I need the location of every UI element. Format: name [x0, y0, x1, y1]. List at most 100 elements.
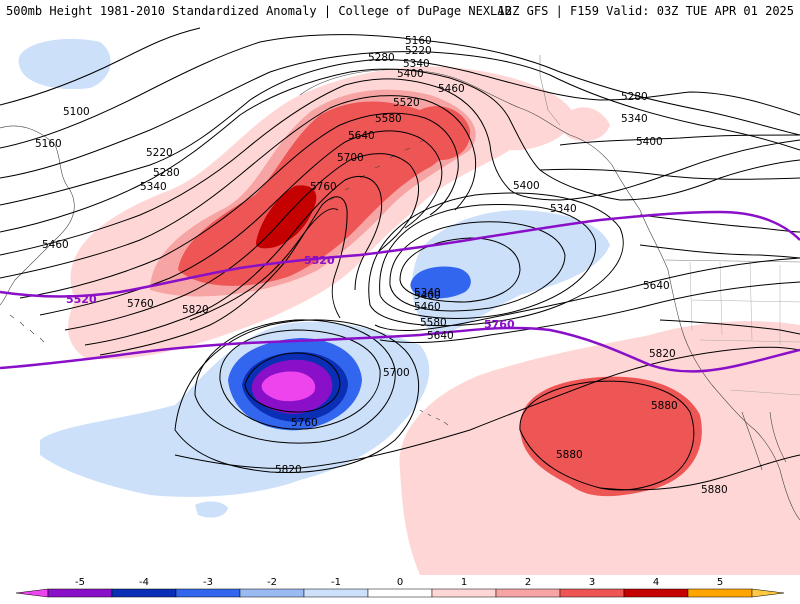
contour-label-5220-west: 5220 — [146, 147, 173, 159]
contour-label-5280-top: 5280 — [368, 52, 395, 64]
contour-label-5280-west: 5280 — [153, 167, 180, 179]
colorbar-swatch — [431, 588, 497, 598]
contour-trough-5580 — [374, 257, 800, 332]
colorbar-arrow-low — [15, 588, 49, 598]
coastline-alaska — [299, 69, 641, 211]
anomaly-colorbar: -5 -4 -3 -2 -1 0 1 2 3 4 5 — [0, 575, 800, 600]
contour-label-5640-ridge: 5640 — [348, 130, 375, 142]
contour-east-5580 — [639, 244, 800, 259]
contour-label-5160-top: 5160 — [405, 35, 432, 47]
colorbar-tick-neg5: -5 — [75, 577, 85, 588]
contour-label-5160-west: 5160 — [35, 138, 62, 150]
contour-label-5820-east: 5820 — [649, 348, 676, 360]
contour-label-5760-ridge: 5760 — [310, 181, 337, 193]
map-header: 500mb Height 1981-2010 Standardized Anom… — [0, 0, 800, 22]
contour-5580 — [39, 130, 443, 316]
coastline-mexico — [779, 469, 800, 521]
contour-label-5820-south: 5820 — [275, 464, 302, 476]
contour-label-5580-alaska: 5580 — [375, 113, 402, 125]
contour-label-5760-cutoff: 5760 — [291, 417, 318, 429]
contour-label-5640-low: 5640 — [427, 330, 454, 342]
contour-5100 — [0, 27, 201, 106]
contour-label-5280-east: 5280 — [621, 91, 648, 103]
contour-label-5340-east: 5340 — [621, 113, 648, 125]
highlight-label-5760: 5760 — [484, 318, 515, 331]
contour-east-5700 — [659, 319, 800, 335]
colorbar-tick-labels: -5 -4 -3 -2 -1 0 1 2 3 4 5 — [75, 577, 723, 588]
contour-label-5340-trough: 5340 — [550, 203, 577, 215]
coastline-kurils — [9, 314, 45, 343]
alaska-border — [539, 55, 561, 126]
weather-map: 5160 5220 5280 5340 5400 5460 5520 5580 … — [0, 22, 800, 575]
colorbar-tick-4: 4 — [653, 577, 659, 588]
highlight-label-5520-center: 5520 — [304, 254, 335, 267]
anomaly-shading — [18, 38, 800, 575]
contour-cutoff-5760 — [194, 319, 396, 444]
contour-5280 — [0, 59, 800, 206]
contour-trough-5400 — [389, 221, 566, 312]
map-title: 500mb Height 1981-2010 Standardized Anom… — [6, 4, 512, 18]
contour-cutoff-5820 — [174, 319, 419, 473]
border-us-canada — [664, 259, 800, 263]
contour-5640 — [64, 153, 419, 331]
height-contours — [0, 27, 800, 491]
colorbar-swatch — [495, 588, 561, 598]
contour-5220 — [0, 51, 800, 179]
highlight-label-5520-west: 5520 — [66, 293, 97, 306]
positive-anomaly-1sd-north-east — [559, 107, 610, 142]
contour-label-5640-east: 5640 — [643, 280, 670, 292]
contour-5520 — [19, 112, 459, 299]
contour-label-group: 5160 5220 5280 5340 5400 5460 5520 5580 … — [35, 35, 728, 496]
coastline-hawaii — [419, 409, 449, 426]
contour-5160-west — [0, 34, 800, 149]
contour-5880-east — [599, 454, 800, 491]
contour-cutoff-inner — [244, 352, 341, 413]
contour-5400 — [0, 78, 800, 256]
contour-label-5100-west: 5100 — [63, 106, 90, 118]
negative-anomaly-2sd-trough — [410, 266, 471, 299]
contour-east-5460 — [539, 168, 800, 180]
contour-trough-5640 — [379, 281, 800, 343]
model-run-info: 12Z GFS | F159 Valid: 03Z TUE APR 01 202… — [497, 4, 794, 18]
colorbar-swatch — [367, 588, 433, 598]
negative-anomaly-1sd-northwest — [18, 38, 111, 90]
colorbar-tick-neg3: -3 — [203, 577, 213, 588]
colorbar-tick-5: 5 — [717, 577, 723, 588]
colorbar-tick-neg2: -2 — [267, 577, 277, 588]
highlight-label-group: 5520 5520 5760 — [66, 254, 515, 331]
colorbar-swatch — [175, 588, 241, 598]
colorbar-arrow-high — [751, 588, 785, 598]
contour-5760-west — [99, 196, 348, 356]
colorbar-swatch — [239, 588, 305, 598]
contour-label-5820-west: 5820 — [182, 304, 209, 316]
highlight-contour-5760 — [0, 326, 800, 373]
colorbar-tick-2: 2 — [525, 577, 531, 588]
contour-5700 — [84, 176, 383, 346]
contour-label-5340-top: 5340 — [403, 58, 430, 70]
colorbar-swatches — [15, 588, 785, 598]
colorbar-swatch — [687, 588, 753, 598]
colorbar-swatch — [303, 588, 369, 598]
colorbar-tick-neg1: -1 — [331, 577, 341, 588]
negative-anomaly-5sd-cutoff — [261, 371, 316, 402]
contour-label-5400-trough: 5400 — [513, 180, 540, 192]
contour-label-5880-ridge-east: 5880 — [701, 484, 728, 496]
contour-trough-5460 — [379, 204, 597, 319]
contour-label-5220-top: 5220 — [405, 45, 432, 57]
highlight-contour-5520 — [0, 210, 800, 298]
positive-anomaly-2sd-subtropics — [519, 376, 702, 497]
contour-label-5700-cutoff: 5700 — [383, 367, 410, 379]
contour-cutoff-5700 — [219, 329, 381, 430]
contour-label-5460-low: 5460 — [414, 301, 441, 313]
negative-anomaly-1sd-fringe — [195, 501, 228, 518]
contour-label-5520-alaska: 5520 — [393, 97, 420, 109]
contour-label-5400-low: 5400 — [414, 290, 441, 302]
contour-label-5400-east: 5400 — [636, 136, 663, 148]
colorbar-tick-neg4: -4 — [139, 577, 149, 588]
contour-5880 — [519, 380, 695, 491]
colorbar-swatch — [559, 588, 625, 598]
contour-5340 — [0, 68, 800, 233]
contour-label-5340-west: 5340 — [140, 181, 167, 193]
contour-label-5880-ridge-north: 5880 — [651, 400, 678, 412]
colorbar-swatch — [47, 588, 113, 598]
